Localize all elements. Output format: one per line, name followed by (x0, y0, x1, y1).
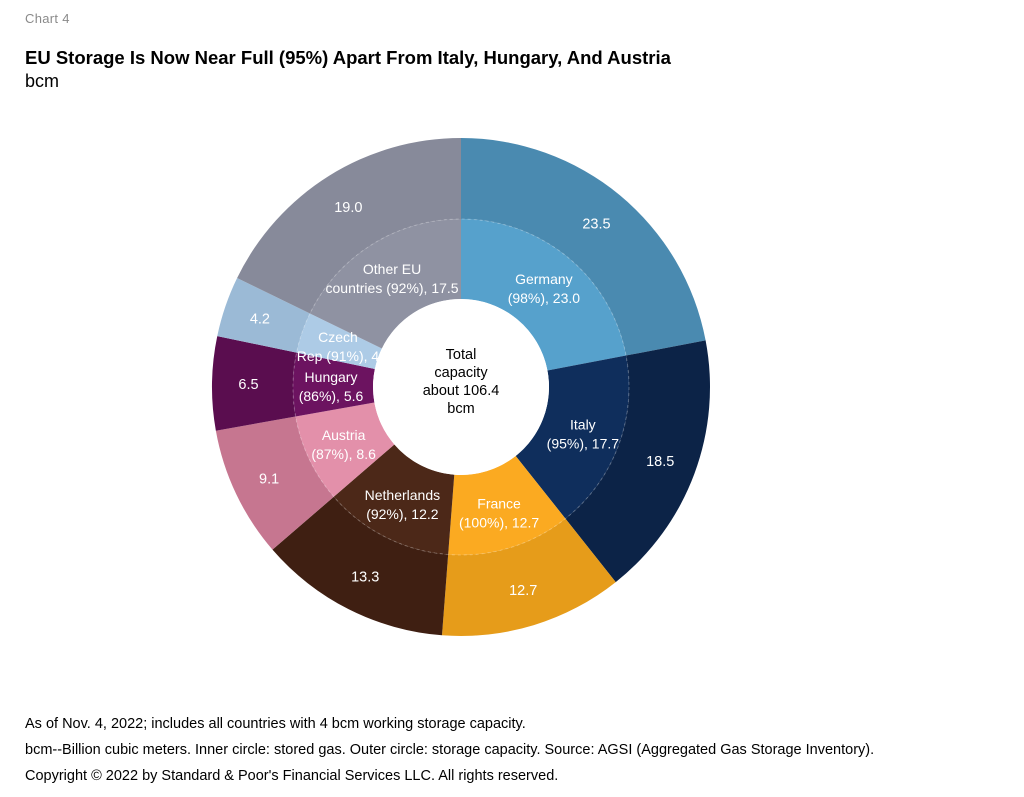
inner-label-line: Hungary (305, 369, 358, 385)
center-label: Total capacity about 106.4 bcm (423, 347, 500, 417)
inner-label-netherlands: Netherlands (92%), 12.2 (365, 487, 441, 522)
inner-label-france: France (100%), 12.7 (459, 495, 539, 530)
inner-label-line: (98%), 23.0 (508, 290, 581, 306)
inner-labels: Germany (98%), 23.0 Italy (95%), 17.7 France… (297, 261, 620, 531)
inner-label-line: (92%), 12.2 (366, 506, 439, 522)
inner-label-austria: Austria (87%), 8.6 (311, 427, 376, 462)
outer-label-hungary: 6.5 (238, 377, 258, 393)
chart-title: EU Storage Is Now Near Full (95%) Apart … (25, 47, 671, 68)
inner-label-line: Germany (515, 271, 573, 287)
inner-label-line: (86%), 5.6 (299, 388, 364, 404)
outer-label-netherlands: 13.3 (351, 570, 379, 586)
inner-label-line: countries (92%), 17.5 (326, 280, 459, 296)
footnotes: As of Nov. 4, 2022; includes all countri… (25, 711, 950, 789)
inner-label-line: Czech (318, 329, 358, 345)
inner-label-line: (95%), 17.7 (547, 435, 620, 451)
inner-label-other-eu-countries: Other EU countries (92%), 17.5 (326, 261, 459, 296)
donut-chart: Total capacity about 106.4 bcm 23.5 18.5 12.7… (211, 138, 710, 636)
outer-slice-austria (215, 416, 334, 550)
inner-label-line: Netherlands (365, 487, 441, 503)
ring-divider (292, 218, 630, 556)
inner-slice-netherlands (333, 444, 455, 555)
inner-ring-stored (292, 218, 630, 556)
outer-slice-france (441, 518, 616, 636)
outer-label-austria: 9.1 (259, 471, 279, 487)
center-label-line: capacity (434, 365, 488, 381)
outer-label-france: 12.7 (509, 583, 537, 599)
outer-label-other-eu-countries: 19.0 (334, 200, 362, 216)
inner-label-czech-rep: Czech Rep (91%), 4 (297, 329, 380, 364)
inner-slice-czech-rep (296, 313, 382, 370)
inner-label-line: Austria (322, 427, 366, 443)
inner-label-italy: Italy (95%), 17.7 (547, 416, 620, 451)
outer-label-czech-rep: 4.2 (250, 311, 270, 327)
outer-slice-czech-rep (217, 278, 310, 353)
inner-label-germany: Germany (98%), 23.0 (508, 271, 581, 306)
outer-slice-italy (565, 340, 710, 583)
center-label-line: about 106.4 (423, 383, 500, 399)
center-label-text: Total capacity about 106.4 bcm (423, 347, 500, 417)
outer-labels: 23.5 18.5 12.7 13.3 9.1 6.5 4.2 19.0 (238, 200, 674, 599)
outer-slice-other-eu-countries (237, 138, 461, 314)
footnote-date: As of Nov. 4, 2022; includes all countri… (25, 716, 526, 732)
outer-ring-capacity (211, 138, 710, 636)
donut-hole (373, 299, 549, 475)
outer-slice-germany (461, 138, 706, 356)
outer-label-germany: 23.5 (582, 216, 610, 232)
inner-slice-france (448, 455, 566, 555)
inner-slice-other-eu-countries (309, 219, 461, 349)
inner-label-line: (100%), 12.7 (459, 514, 539, 530)
inner-slice-austria (295, 402, 395, 497)
center-label-line: Total (446, 347, 477, 363)
center-label-line: bcm (447, 401, 474, 417)
chart-unit: bcm (25, 71, 60, 91)
inner-label-line: Other EU (363, 261, 421, 277)
inner-label-line: Rep (91%), 4 (297, 348, 380, 364)
inner-label-line: Italy (570, 416, 596, 432)
inner-label-hungary: Hungary (86%), 5.6 (299, 369, 364, 404)
outer-slice-netherlands (272, 496, 449, 636)
footnote-copyright: Copyright © 2022 by Standard & Poor's Fi… (25, 768, 559, 784)
footnote-source: bcm--Billion cubic meters. Inner circle:… (25, 742, 875, 758)
chart-number-label: Chart 4 (25, 11, 70, 26)
inner-label-line: France (477, 495, 521, 511)
inner-slice-hungary (293, 352, 375, 417)
inner-slice-italy (515, 355, 629, 519)
outer-slice-hungary (211, 336, 297, 431)
outer-label-italy: 18.5 (646, 454, 674, 470)
inner-label-line: (87%), 8.6 (311, 446, 376, 462)
inner-slice-germany (461, 219, 627, 371)
